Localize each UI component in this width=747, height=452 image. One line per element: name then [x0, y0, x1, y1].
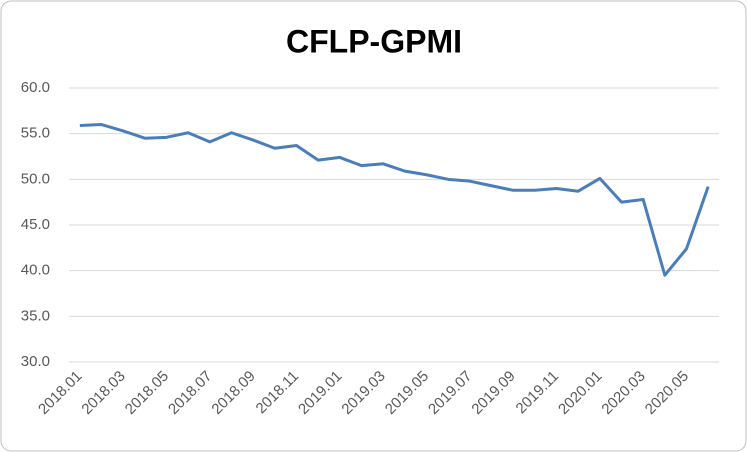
y-tick-label: 50.0 — [21, 170, 50, 187]
y-tick-label: 45.0 — [21, 216, 50, 233]
y-tick-label: 35.0 — [21, 307, 50, 324]
y-tick-label: 60.0 — [21, 79, 50, 96]
y-tick-label: 55.0 — [21, 125, 50, 142]
y-tick-label: 40.0 — [21, 262, 50, 279]
y-tick-label: 30.0 — [21, 353, 50, 370]
data-line — [79, 123, 710, 277]
chart-title: CFLP-GPMI — [286, 23, 462, 59]
